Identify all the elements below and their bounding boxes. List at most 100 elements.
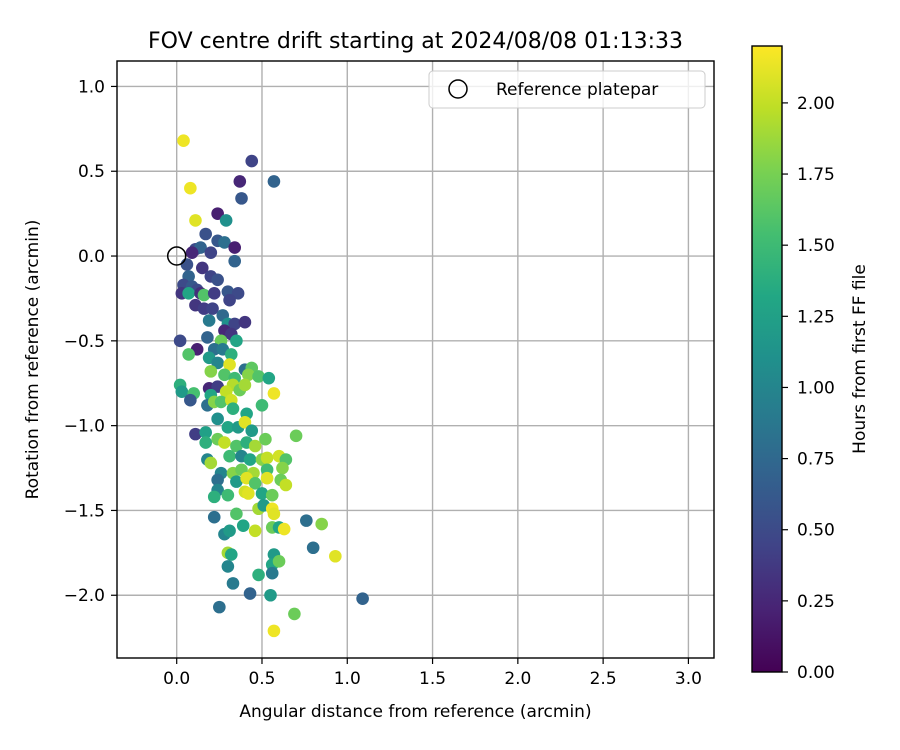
x-tick-label: 1.5: [419, 669, 446, 689]
colorbar-tick-label: 1.50: [797, 236, 835, 256]
data-point: [255, 398, 269, 412]
colorbar: 0.00 0.25 0.50 0.75 1.00 1.25 1.50 1.75 2.00 Hou…: [751, 45, 870, 683]
data-point: [184, 393, 197, 407]
data-point: [272, 555, 286, 568]
data-point: [189, 214, 202, 227]
data-point: [180, 258, 194, 271]
data-point: [267, 624, 281, 638]
x-tick-label: 0.0: [163, 669, 190, 689]
data-point: [207, 490, 221, 504]
data-point: [277, 522, 291, 536]
data-point: [218, 436, 231, 449]
data-point: [276, 461, 289, 475]
data-point: [226, 577, 240, 590]
y-tick-label: 0.0: [78, 247, 105, 267]
data-point: [218, 368, 231, 382]
data-point: [300, 514, 313, 527]
colorbar-gradient: [752, 46, 782, 672]
reference-marker: [166, 246, 187, 266]
data-point: [306, 541, 320, 555]
data-point: [201, 331, 214, 344]
data-point: [265, 488, 279, 502]
data-point: [213, 600, 226, 614]
x-tick-label: 3.0: [675, 669, 702, 689]
x-tick-label: 1.0: [334, 669, 361, 689]
data-point: [315, 517, 328, 531]
data-point: [228, 254, 241, 268]
colorbar-tick-label: 0.00: [797, 663, 835, 683]
data-point: [223, 358, 236, 371]
data-point: [223, 524, 236, 538]
legend-box: [428, 70, 706, 109]
data-point: [231, 287, 245, 300]
data-point: [267, 507, 281, 521]
legend-label-reference: Reference platepar: [496, 80, 658, 100]
y-tick-label: 0.5: [78, 162, 105, 182]
data-point: [264, 588, 277, 602]
colorbar-tick-label: 1.75: [797, 165, 835, 185]
data-point: [248, 477, 262, 490]
data-point: [233, 175, 247, 188]
data-point: [219, 214, 233, 227]
data-point: [206, 302, 219, 315]
colorbar-tick-label: 0.50: [797, 521, 835, 541]
data-point: [260, 451, 274, 465]
y-tick-label: −0.5: [64, 332, 105, 352]
data-point: [259, 432, 272, 446]
data-point: [356, 592, 369, 605]
data-point: [248, 439, 262, 453]
data-point: [221, 421, 235, 434]
data-point: [177, 134, 190, 148]
data-point: [262, 371, 276, 385]
data-point: [245, 424, 259, 438]
legend: Reference platepar: [428, 70, 706, 109]
data-point: [221, 560, 235, 573]
data-point: [248, 524, 262, 538]
x-tick-label: 2.5: [590, 669, 617, 689]
colorbar-frame: [751, 45, 783, 673]
data-point: [195, 261, 209, 275]
data-point: [185, 246, 199, 259]
colorbar-tick-label: 0.25: [797, 592, 835, 612]
data-point: [199, 426, 212, 439]
data-point: [242, 368, 255, 382]
data-point: [214, 395, 228, 409]
data-point: [175, 385, 189, 399]
data-point: [230, 507, 243, 521]
data-point: [252, 370, 265, 383]
data-point: [235, 192, 248, 205]
colorbar-tick-label: 2.00: [797, 94, 835, 114]
data-point: [265, 566, 279, 580]
data-point: [182, 348, 195, 361]
data-point: [197, 288, 211, 302]
data-point: [223, 449, 236, 463]
data-point: [228, 317, 241, 331]
data-points: [173, 134, 369, 638]
x-tick-label: 2.0: [504, 669, 531, 689]
data-point: [204, 456, 218, 470]
data-point: [224, 548, 238, 561]
data-point: [260, 471, 274, 485]
data-point: [238, 378, 252, 392]
data-point: [267, 387, 281, 400]
data-point: [207, 287, 221, 300]
y-axis-ticks: 1.0 0.5 0.0 −0.5 −1.0 −1.5 −2.0: [64, 77, 117, 606]
data-point: [228, 241, 241, 254]
data-point: [289, 429, 303, 443]
data-point: [184, 181, 197, 195]
y-tick-label: −1.0: [64, 417, 105, 437]
data-point: [238, 415, 252, 429]
data-point: [204, 246, 218, 259]
colorbar-ticks: 0.00 0.25 0.50 0.75 1.00 1.25 1.50 1.75 2.00: [782, 94, 835, 683]
data-point: [279, 478, 293, 492]
data-point: [226, 402, 240, 415]
y-tick-label: −2.0: [64, 586, 105, 606]
data-point: [267, 175, 281, 188]
y-axis-label: Rotation from reference (arcmin): [23, 220, 43, 500]
data-point: [236, 519, 250, 533]
x-axis-label: Angular distance from reference (arcmin): [239, 702, 591, 722]
data-point: [211, 473, 224, 487]
data-point: [245, 154, 259, 168]
data-point: [243, 453, 257, 466]
